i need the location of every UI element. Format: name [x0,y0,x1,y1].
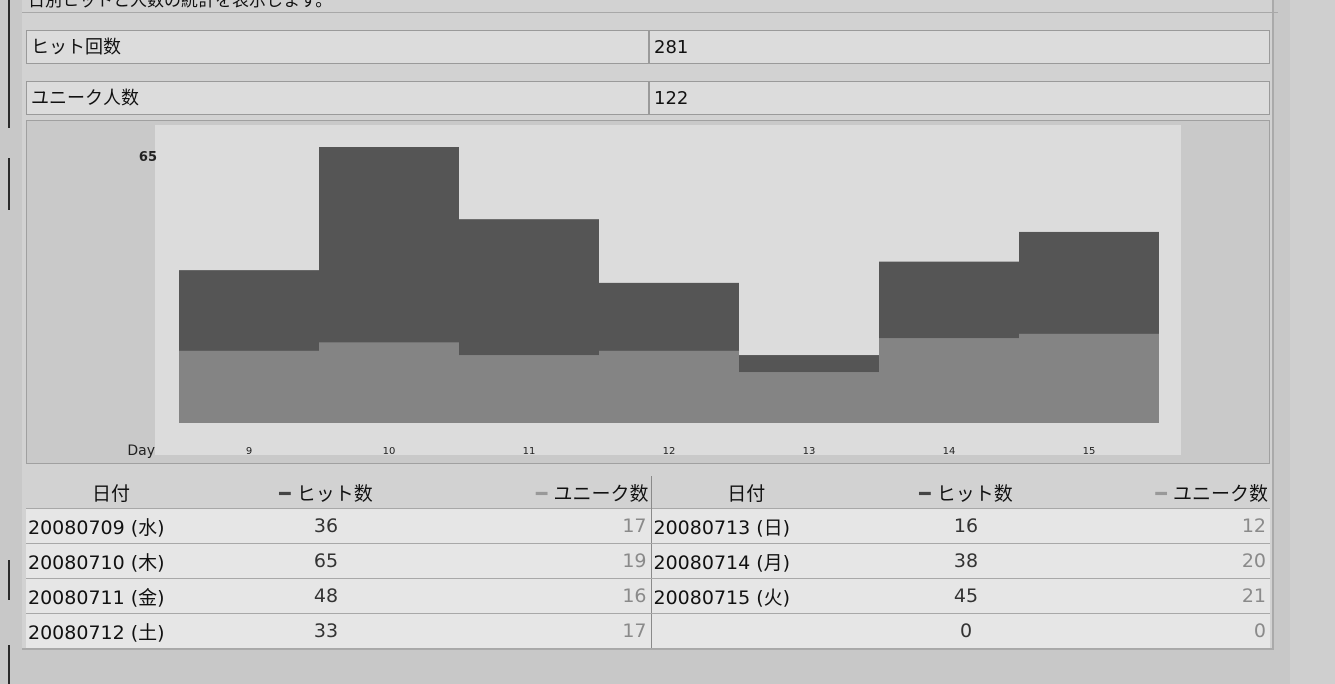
row-hits: 16 [841,508,1091,544]
hit-count-label: ヒット回数 [26,30,649,64]
row-unique: 21 [1091,578,1270,614]
unique-legend-swatch: ━ [535,482,548,505]
hits-legend-swatch: ━ [279,482,291,505]
bar-unique-13 [739,372,879,423]
row-hits: 38 [841,543,1091,579]
row-unique: 19 [456,543,652,579]
column-header-unique: ━ ユニーク数 [456,476,652,509]
table-row: 20080710 (木) 65 19 20080714 (月) 38 20 [26,543,1270,579]
table-header-row: 日付 ━ ヒット数 ━ ユニーク数 日付 ━ ヒット数 ━ ユニーク数 [26,476,1270,509]
column-header-hits: ━ ヒット数 [196,476,456,509]
row-date: 20080712 (土) [26,613,196,649]
bar-unique-10 [319,342,459,423]
column-header-unique-2: ━ ユニーク数 [1091,476,1270,509]
column-header-date-2: 日付 [651,476,841,509]
hit-count-value: 281 [649,30,1270,64]
row-date: 20080714 (月) [651,543,841,579]
unique-header-label-2: ユニーク数 [1172,482,1268,505]
row-hits: 36 [196,508,456,544]
row-unique: 12 [1091,508,1270,544]
row-hits: 45 [841,578,1091,614]
hit-count-row: ヒット回数 281 [26,30,1270,64]
daily-bar-chart: 65 Day 9 10 11 12 13 14 15 [26,120,1270,464]
bar-unique-11 [459,355,599,423]
bar-unique-12 [599,350,739,423]
row-date: 20080709 (水) [26,508,196,544]
x-tick-15: 15 [1083,446,1096,457]
bar-unique-15 [1019,333,1159,423]
row-hits: 0 [841,613,1091,649]
row-date: 20080713 (日) [651,508,841,544]
table-row: 20080712 (土) 33 17 0 0 [26,613,1270,649]
row-date: 20080711 (金) [26,578,196,614]
column-header-hits-2: ━ ヒット数 [841,476,1091,509]
x-tick-12: 12 [663,446,676,457]
x-tick-10: 10 [383,446,396,457]
chart-svg: 65 Day 9 10 11 12 13 14 15 [127,125,1181,459]
row-date [651,613,841,649]
x-tick-14: 14 [943,446,956,457]
y-axis-max-label: 65 [139,150,157,165]
column-header-date: 日付 [26,476,196,509]
daily-stats-table: 日付 ━ ヒット数 ━ ユニーク数 日付 ━ ヒット数 ━ ユニーク数 2008… [26,476,1270,649]
hits-legend-swatch-2: ━ [919,482,931,505]
row-date: 20080715 (火) [651,578,841,614]
row-hits: 48 [196,578,456,614]
row-hits: 65 [196,543,456,579]
unique-count-value: 122 [649,81,1270,115]
row-unique: 17 [456,613,652,649]
unique-header-label: ユニーク数 [553,482,649,505]
table-row: 20080709 (水) 36 17 20080713 (日) 16 12 [26,508,1270,544]
row-hits: 33 [196,613,456,649]
bar-unique-9 [179,350,319,423]
unique-count-label: ユニーク人数 [26,81,649,115]
x-tick-9: 9 [246,446,252,457]
left-border-line [8,0,10,684]
unique-count-row: ユニーク人数 122 [26,81,1270,115]
row-unique: 0 [1091,613,1270,649]
panel-description: 日別ヒットと人数の統計を表示します。 [22,0,1278,13]
x-axis-label: Day [127,443,155,459]
bar-unique-14 [879,338,1019,423]
row-date: 20080710 (木) [26,543,196,579]
x-tick-13: 13 [803,446,816,457]
table-row: 20080711 (金) 48 16 20080715 (火) 45 21 [26,578,1270,614]
row-unique: 20 [1091,543,1270,579]
right-margin [1290,0,1335,684]
x-tick-11: 11 [523,446,536,457]
hits-header-label-2: ヒット数 [936,482,1013,505]
row-unique: 17 [456,508,652,544]
unique-legend-swatch-2: ━ [1155,482,1167,505]
hits-header-label: ヒット数 [296,482,373,505]
row-unique: 16 [456,578,652,614]
